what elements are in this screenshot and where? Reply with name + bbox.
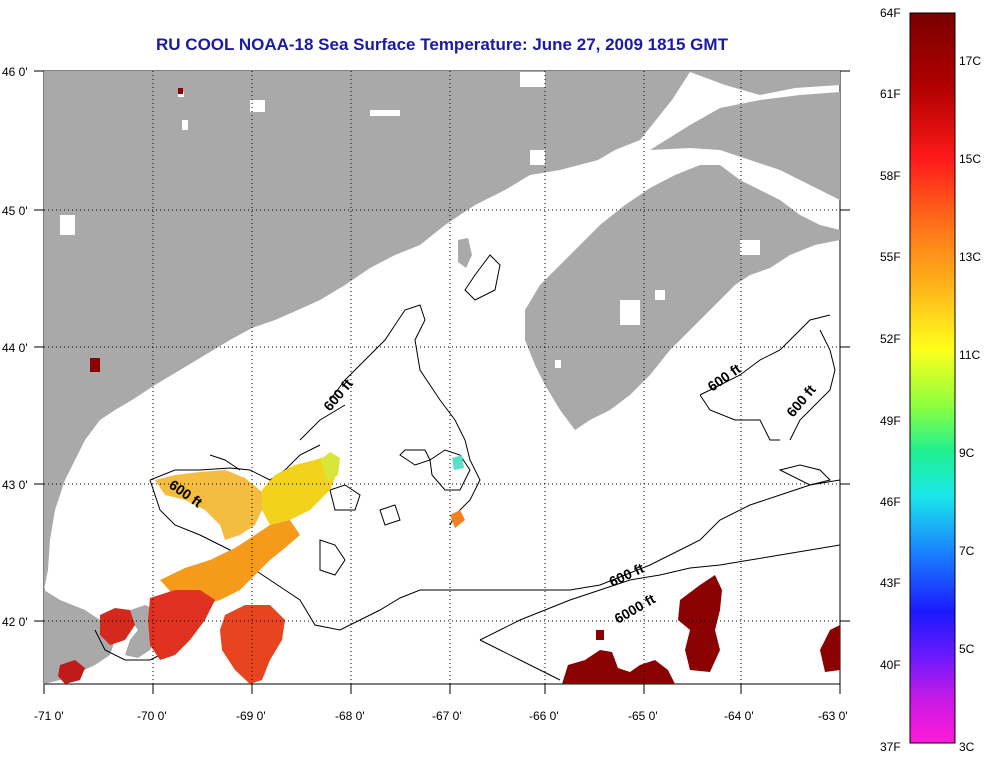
lon-label: -63 0' bbox=[818, 709, 848, 723]
sst-patch-yellow-green bbox=[320, 452, 340, 482]
cb-c-label: 17C bbox=[959, 54, 981, 68]
colorbar-ramp bbox=[909, 12, 956, 744]
lat-label: 44 0' bbox=[2, 341, 28, 355]
cb-c-label: 9C bbox=[959, 446, 975, 460]
lon-label: -65 0' bbox=[628, 709, 658, 723]
sst-patch-cyan bbox=[452, 455, 464, 470]
sst-patch-darkred-3 bbox=[820, 625, 840, 672]
sst-patch-darkred-2 bbox=[562, 650, 675, 684]
lon-label: -68 0' bbox=[335, 709, 365, 723]
land-cape-cod bbox=[44, 590, 115, 684]
latitude-labels: 46 0' 45 0' 44 0' 43 0' 42 0' bbox=[2, 65, 28, 629]
cb-f-label: 40F bbox=[880, 658, 901, 672]
lat-label: 42 0' bbox=[2, 615, 28, 629]
lon-label: -64 0' bbox=[724, 709, 754, 723]
inland-lakes bbox=[60, 72, 760, 368]
map-title: RU COOL NOAA-18 Sea Surface Temperature:… bbox=[156, 35, 728, 54]
sst-patch-red-east bbox=[220, 605, 285, 684]
sst-patch-orange-upper bbox=[155, 470, 262, 540]
sst-patch-yellow bbox=[262, 455, 338, 525]
land-grand-manan bbox=[458, 238, 472, 268]
map-gridlines bbox=[44, 71, 840, 684]
cb-c-label: 5C bbox=[959, 642, 975, 656]
cb-f-label: 43F bbox=[880, 576, 901, 590]
sst-patch-darkred-5 bbox=[178, 88, 183, 94]
cb-f-label: 55F bbox=[880, 250, 901, 264]
cb-f-label: 64F bbox=[880, 6, 901, 20]
lon-label: -69 0' bbox=[236, 709, 266, 723]
lat-label: 43 0' bbox=[2, 478, 28, 492]
sst-data bbox=[58, 88, 840, 684]
cb-c-label: 13C bbox=[959, 250, 981, 264]
land-mainland bbox=[44, 71, 840, 590]
lon-label: -71 0' bbox=[34, 709, 64, 723]
cb-f-label: 49F bbox=[880, 414, 901, 428]
cb-c-label: 11C bbox=[959, 348, 980, 362]
lat-label: 46 0' bbox=[2, 65, 28, 79]
sst-patch-darkred-6 bbox=[596, 630, 604, 640]
longitude-labels: -71 0' -70 0' -69 0' -68 0' -67 0' -66 0… bbox=[34, 709, 848, 723]
sst-patch-red-sw bbox=[58, 660, 85, 684]
colorbar-fahrenheit-labels: 64F 61F 58F 55F 52F 49F 46F 43F 40F 37F bbox=[880, 6, 901, 754]
sst-patch-orange-small bbox=[450, 510, 465, 528]
cb-c-label: 7C bbox=[959, 544, 975, 558]
tick-marks bbox=[34, 70, 850, 694]
lat-label: 45 0' bbox=[2, 204, 28, 218]
lon-label: -66 0' bbox=[529, 709, 559, 723]
cb-c-label: 3C bbox=[959, 740, 975, 754]
lon-label: -70 0' bbox=[137, 709, 167, 723]
cb-f-label: 52F bbox=[880, 332, 901, 346]
cb-f-label: 46F bbox=[880, 495, 901, 509]
land-fundy-north bbox=[650, 92, 840, 200]
sst-patch-darkred-1 bbox=[678, 575, 722, 672]
cb-f-label: 58F bbox=[880, 169, 901, 183]
sst-patch-red-west bbox=[100, 608, 135, 645]
cb-f-label: 61F bbox=[880, 87, 901, 101]
bathymetry-contours bbox=[94, 254, 840, 681]
colorbar-celsius-labels: 17C 15C 13C 11C 9C 7C 5C 3C bbox=[959, 54, 981, 754]
sst-patch-red-main bbox=[148, 590, 215, 660]
sst-patch-darkred-4 bbox=[90, 358, 100, 372]
cb-f-label: 37F bbox=[880, 740, 901, 754]
land-nova-scotia bbox=[525, 165, 840, 430]
cb-c-label: 15C bbox=[959, 152, 981, 166]
lon-label: -67 0' bbox=[432, 709, 462, 723]
sst-patch-orange bbox=[160, 520, 300, 605]
